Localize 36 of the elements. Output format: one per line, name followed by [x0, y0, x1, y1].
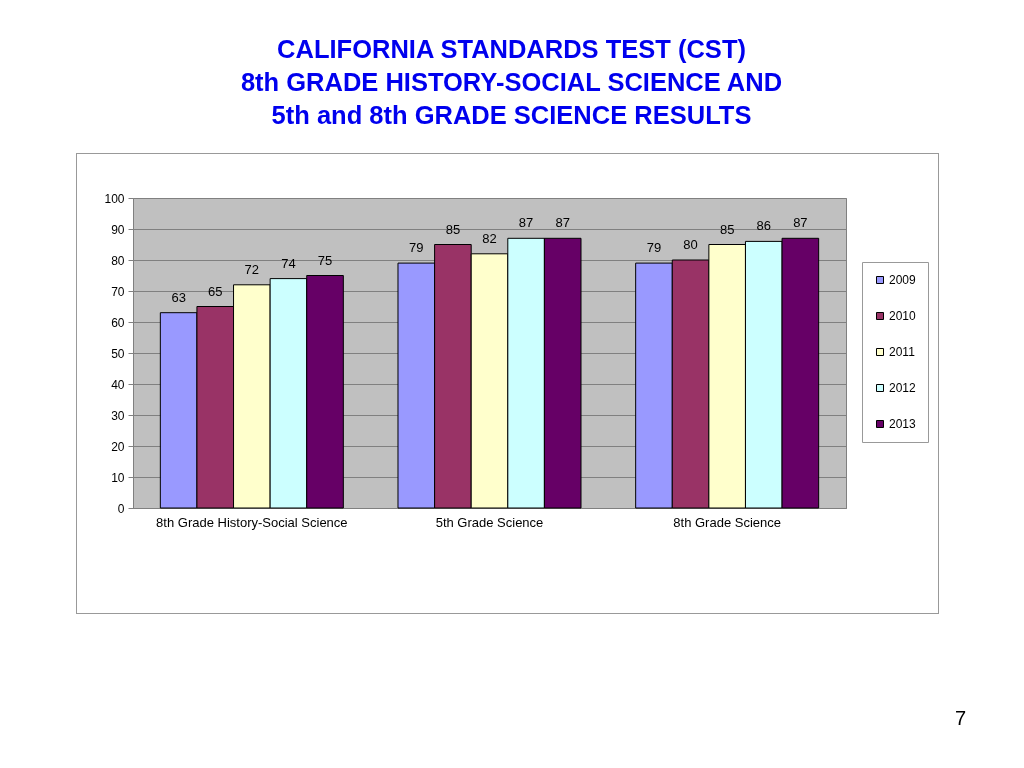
- y-tick-label: 20: [111, 439, 125, 454]
- y-tick-label: 40: [111, 377, 125, 392]
- data-label: 79: [646, 240, 662, 256]
- data-label: 85: [719, 221, 735, 237]
- data-label: 80: [683, 237, 698, 252]
- data-label: 74: [281, 255, 296, 271]
- data-label: 87: [518, 215, 534, 231]
- data-label: 87: [555, 215, 570, 231]
- y-tick-label: 70: [111, 284, 125, 299]
- legend-label: 2013: [889, 417, 917, 431]
- legend-label: 2012: [889, 381, 917, 395]
- data-label: 65: [208, 283, 223, 299]
- y-tick-label: 100: [104, 191, 125, 206]
- y-tick-label: 30: [111, 408, 125, 423]
- x-tick-label: 8th Grade Science: [673, 514, 782, 530]
- x-tick-label: 5th Grade Science: [435, 514, 544, 530]
- data-label: 75: [317, 252, 333, 268]
- data-label: 79: [409, 240, 424, 256]
- data-label: 87: [793, 215, 808, 231]
- data-label: 63: [171, 289, 186, 305]
- legend-label: 2010: [889, 309, 917, 323]
- x-tick-label: 8th Grade History-Social Science: [156, 514, 348, 530]
- data-label: 85: [445, 221, 461, 237]
- data-label: 72: [244, 261, 260, 277]
- data-label: 82: [482, 230, 497, 246]
- y-tick-label: 0: [117, 501, 125, 516]
- y-tick-label: 60: [111, 315, 125, 330]
- data-label: 86: [756, 218, 771, 234]
- legend-label: 2011: [889, 345, 916, 359]
- y-tick-label: 50: [111, 346, 125, 361]
- text: 7: [954, 706, 966, 730]
- legend-label: 2009: [889, 273, 917, 287]
- y-tick-label: 10: [111, 470, 125, 485]
- chart-title: CALIFORNIA STANDARDS TEST (CST) 8th GRADE HISTORY-SOCIAL SCIENCE AND 5th and 8th GRADE SCIENCE RESULTS: [240, 34, 783, 129]
- y-tick-label: 90: [111, 222, 125, 237]
- y-tick-label: 80: [111, 253, 125, 268]
